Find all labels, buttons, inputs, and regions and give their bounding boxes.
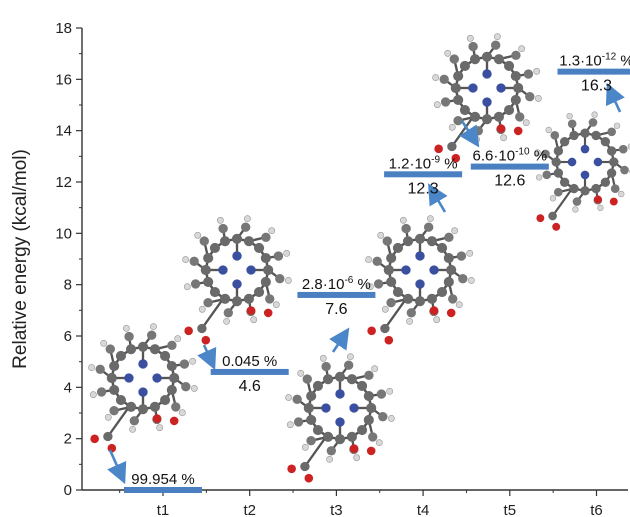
x-tick-label: t5 — [504, 502, 517, 517]
x-tick-label: t3 — [330, 502, 343, 517]
molecule-structure-t3 — [285, 353, 395, 483]
y-axis-title: Relative energy (kcal/mol) — [10, 149, 31, 369]
molecule-structure-t5 — [432, 33, 542, 163]
x-tick-label: t1 — [157, 502, 170, 517]
transition-arrow-t4 — [428, 183, 448, 213]
y-tick-label: 0 — [64, 482, 72, 499]
molecule-structure-t4 — [365, 215, 475, 345]
transition-arrows — [107, 82, 625, 485]
energy-levels — [124, 68, 630, 493]
energy-level-t5 — [470, 163, 549, 170]
population-label-t3: 2.8·10-6 % — [302, 275, 371, 293]
molecule-structure-t6 — [534, 111, 630, 231]
x-tick-label: t6 — [590, 502, 603, 517]
molecule-structure-t1 — [88, 323, 198, 453]
energy-value-label-t6: 16.3 — [581, 78, 612, 95]
y-tick-label: 16 — [55, 71, 72, 88]
level-labels: 99.954 % 0.045 % 4.6 2.8·10-6 % 7.6 1.2·10-9 … — [131, 52, 630, 488]
axes: 0 2 4 6 8 10 12 14 16 18 t1 t2 t3 t4 t5 t6 Relative ener… — [10, 20, 628, 517]
population-label-t6: 1.3·10-12 % — [559, 52, 630, 70]
x-tick-label: t4 — [417, 502, 430, 517]
population-label-t1: 99.954 % — [131, 471, 194, 488]
y-tick-label: 10 — [55, 225, 72, 242]
transition-arrow-t2 — [197, 344, 217, 371]
y-tick-label: 4 — [64, 379, 72, 396]
transition-arrow-t3 — [329, 327, 350, 353]
energy-level-t2 — [210, 368, 289, 375]
transition-arrow-t6 — [605, 82, 625, 113]
energy-level-t1 — [124, 487, 202, 493]
y-tick-label: 18 — [55, 20, 72, 37]
molecule-structure-t2 — [182, 215, 292, 345]
energy-value-label-t3: 7.6 — [325, 301, 347, 318]
population-label-t4: 1.2·10-9 % — [389, 154, 458, 172]
y-tick-label: 8 — [64, 277, 72, 294]
population-label-t5: 6.6·10-10 % — [473, 147, 548, 165]
energy-value-label-t5: 12.6 — [494, 173, 525, 190]
y-tick-label: 2 — [64, 431, 72, 448]
y-tick-label: 14 — [55, 123, 72, 140]
energy-value-label-t4: 12.3 — [408, 180, 439, 197]
energy-level-t4 — [384, 171, 463, 178]
y-tick-label: 12 — [55, 174, 72, 191]
energy-level-t3 — [297, 291, 376, 298]
y-tick-label: 6 — [64, 328, 72, 345]
molecule-structures — [88, 33, 630, 483]
transition-arrow-t5 — [459, 120, 480, 148]
x-tick-label: t2 — [243, 502, 256, 517]
energy-level-t6 — [557, 68, 630, 75]
energy-value-label-t2: 4.6 — [239, 378, 261, 395]
transition-arrow-t1 — [107, 449, 127, 485]
population-label-t2: 0.045 % — [222, 353, 277, 370]
